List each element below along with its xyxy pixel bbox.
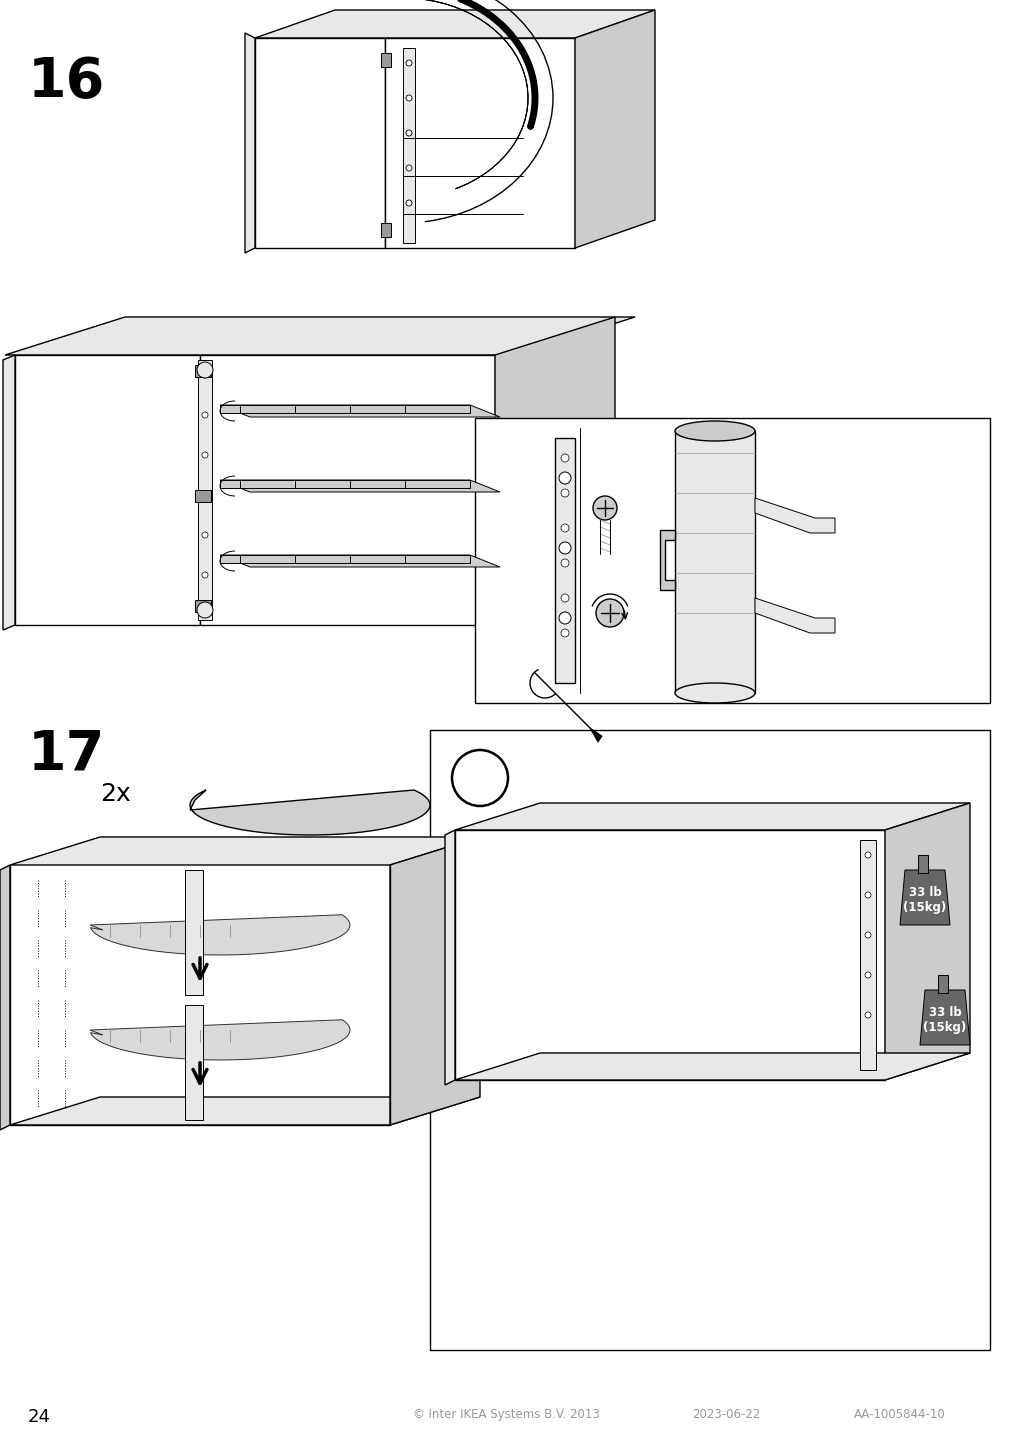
Circle shape [560, 558, 568, 567]
Polygon shape [754, 498, 834, 533]
Text: 33 lb
(15kg): 33 lb (15kg) [922, 1007, 966, 1034]
Text: AA-1005844-10: AA-1005844-10 [853, 1408, 945, 1421]
Bar [402, 49, 415, 243]
Circle shape [558, 541, 570, 554]
Bar [430, 730, 989, 1350]
Polygon shape [219, 480, 469, 488]
Circle shape [864, 972, 870, 978]
Circle shape [197, 362, 212, 378]
Circle shape [558, 473, 570, 484]
Bar [937, 975, 947, 992]
Circle shape [405, 165, 411, 170]
Circle shape [405, 95, 411, 102]
Polygon shape [90, 915, 350, 955]
Polygon shape [754, 599, 834, 633]
Circle shape [202, 412, 208, 418]
Ellipse shape [674, 683, 754, 703]
Polygon shape [0, 865, 10, 1130]
Bar [195, 490, 210, 503]
Polygon shape [919, 990, 969, 1045]
Bar [859, 841, 876, 1070]
Circle shape [864, 892, 870, 898]
Circle shape [560, 629, 568, 637]
Bar [198, 359, 211, 620]
Circle shape [202, 533, 208, 538]
Polygon shape [885, 803, 969, 1080]
Polygon shape [219, 405, 469, 412]
Text: 16: 16 [28, 54, 105, 109]
Polygon shape [589, 727, 602, 742]
Polygon shape [10, 1097, 479, 1126]
Polygon shape [219, 405, 499, 417]
Text: 2x: 2x [100, 782, 130, 806]
Polygon shape [90, 1020, 350, 1060]
Polygon shape [3, 355, 15, 630]
Circle shape [560, 594, 568, 601]
Ellipse shape [674, 421, 754, 441]
Bar [917, 855, 927, 874]
Polygon shape [899, 871, 949, 925]
Polygon shape [200, 355, 494, 624]
Polygon shape [445, 831, 455, 1085]
Text: 1x: 1x [489, 435, 520, 460]
Polygon shape [10, 836, 479, 865]
Text: 116654: 116654 [685, 599, 712, 640]
Bar [185, 1005, 203, 1120]
Polygon shape [659, 530, 674, 590]
Polygon shape [190, 790, 430, 835]
Circle shape [595, 599, 624, 627]
Circle shape [558, 611, 570, 624]
Circle shape [864, 932, 870, 938]
Circle shape [560, 454, 568, 463]
Circle shape [592, 495, 617, 520]
Bar [195, 365, 210, 377]
Bar [554, 438, 574, 683]
Circle shape [405, 200, 411, 206]
Bar [474, 418, 989, 703]
Polygon shape [384, 39, 574, 248]
Bar [380, 223, 390, 238]
Circle shape [202, 493, 208, 498]
Bar [380, 53, 390, 67]
Polygon shape [219, 480, 499, 493]
Polygon shape [674, 431, 754, 693]
Polygon shape [494, 316, 615, 624]
Text: 33 lb
(15kg): 33 lb (15kg) [903, 886, 945, 914]
Polygon shape [219, 556, 469, 563]
Circle shape [560, 488, 568, 497]
Polygon shape [455, 1053, 969, 1080]
Text: i: i [475, 769, 484, 799]
Bar [185, 871, 203, 995]
Circle shape [560, 524, 568, 533]
Polygon shape [245, 33, 255, 253]
Polygon shape [219, 556, 499, 567]
Text: 2023-06-22: 2023-06-22 [692, 1408, 759, 1421]
Circle shape [202, 453, 208, 458]
Polygon shape [574, 10, 654, 248]
Circle shape [197, 601, 212, 619]
Circle shape [202, 372, 208, 378]
Circle shape [864, 1012, 870, 1018]
Circle shape [864, 852, 870, 858]
Polygon shape [255, 10, 654, 39]
Text: 17: 17 [28, 727, 105, 782]
Polygon shape [455, 803, 969, 831]
Circle shape [405, 130, 411, 136]
Text: 24: 24 [28, 1408, 51, 1426]
Circle shape [452, 750, 508, 806]
Text: © Inter IKEA Systems B.V. 2013: © Inter IKEA Systems B.V. 2013 [412, 1408, 599, 1421]
Bar [195, 600, 210, 611]
Polygon shape [455, 831, 885, 1080]
Polygon shape [389, 836, 479, 1126]
Circle shape [405, 60, 411, 66]
Polygon shape [5, 316, 634, 355]
Circle shape [202, 571, 208, 579]
Polygon shape [255, 39, 384, 248]
Polygon shape [15, 355, 200, 624]
